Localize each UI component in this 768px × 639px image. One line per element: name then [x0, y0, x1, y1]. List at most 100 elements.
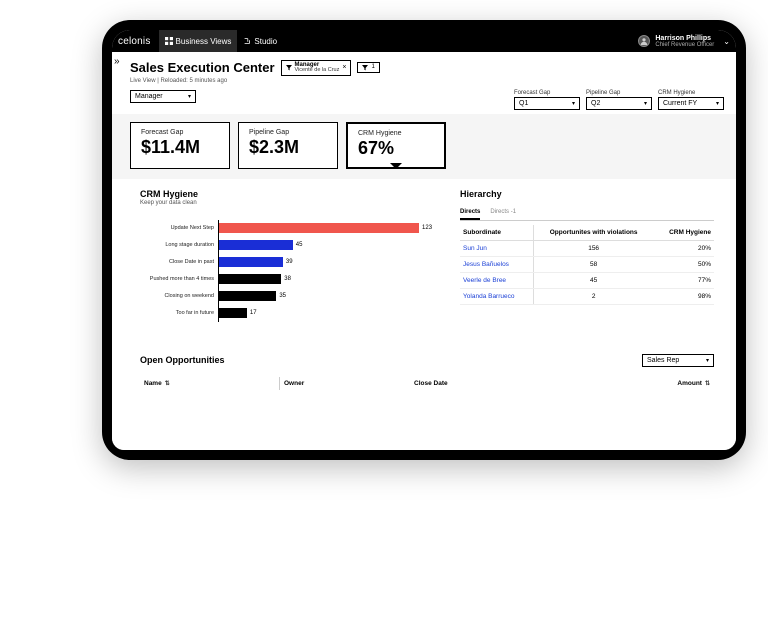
bar-fill[interactable] [219, 240, 293, 250]
forecast-select[interactable]: Q1 ▾ [514, 97, 580, 110]
kpi-value: 67% [358, 138, 434, 159]
select-value: Manager [135, 93, 163, 100]
col-opportunities[interactable]: Opportunites with violations [534, 225, 654, 241]
expand-sidebar-icon[interactable]: » [114, 56, 120, 67]
device-frame: celonis Business Views Studio Harrison P… [102, 20, 746, 460]
bar-fill[interactable] [219, 308, 247, 318]
cell-opportunities: 156 [534, 240, 654, 256]
selector-pipeline: Pipeline Gap Q2 ▾ [586, 90, 652, 110]
subordinate-link[interactable]: Veerle de Bree [460, 272, 534, 288]
bar-value: 45 [296, 242, 303, 248]
bar-value: 17 [250, 310, 257, 316]
col-label: Amount [677, 380, 702, 387]
select-value: Q1 [519, 100, 528, 107]
select-label: Forecast Gap [514, 90, 580, 96]
cell-opportunities: 45 [534, 272, 654, 288]
bar-fill[interactable] [219, 223, 419, 233]
bar-fill[interactable] [219, 274, 281, 284]
chevron-down-icon: ▾ [188, 93, 191, 100]
bar-value: 39 [286, 259, 293, 265]
col-subordinate[interactable]: Subordinate [460, 225, 534, 241]
select-value: Current FY [663, 100, 697, 107]
crm-hygiene-panel: CRM Hygiene Keep your data clean Update … [130, 179, 442, 336]
bar-label: Close Date in past [140, 259, 218, 265]
bar-label: Closing on weekend [140, 293, 218, 299]
grid-icon [165, 37, 173, 45]
bar-track: 17 [218, 305, 432, 322]
bar-row: Close Date in past 39 [140, 254, 432, 271]
selector-manager: Manager ▾ [130, 90, 196, 110]
kpi-value: $2.3M [249, 137, 327, 158]
panel-subtitle: Keep your data clean [140, 200, 432, 206]
brand-logo: celonis [118, 36, 151, 47]
app-screen: celonis Business Views Studio Harrison P… [112, 30, 736, 450]
filter-chip-manager[interactable]: Manager Vicente de la Cruz × [281, 60, 352, 76]
bar-track: 35 [218, 288, 432, 305]
bar-label: Long stage duration [140, 242, 218, 248]
cell-hygiene: 98% [653, 288, 714, 304]
bar-row: Pushed more than 4 times38 [140, 271, 432, 288]
bar-row: Long stage duration 45 [140, 237, 432, 254]
col-owner[interactable]: Owner [280, 377, 410, 390]
sort-icon: ⇅ [165, 380, 170, 387]
kpi-value: $11.4M [141, 137, 219, 158]
hierarchy-panel: Hierarchy Directs Directs -1 Subordinate … [450, 179, 724, 336]
bar-value: 123 [422, 225, 432, 231]
page-header: Sales Execution Center Manager Vicente d… [112, 52, 736, 114]
header-subtitle: Live View | Reloaded: 5 minutes ago [130, 78, 724, 84]
bar-fill[interactable] [219, 257, 283, 267]
bar-track: 123 [218, 220, 432, 237]
bar-row: Update Next Step123 [140, 220, 432, 237]
kpi-label: Forecast Gap [141, 129, 219, 136]
cell-hygiene: 50% [653, 256, 714, 272]
col-amount[interactable]: Amount ⇅ [654, 377, 714, 390]
kpi-card[interactable]: Forecast Gap$11.4M [130, 122, 230, 169]
user-menu[interactable]: Harrison Phillips Chief Revenue Officer … [638, 35, 730, 48]
manager-select[interactable]: Manager ▾ [130, 90, 196, 103]
cell-opportunities: 58 [534, 256, 654, 272]
panel-title: Hierarchy [460, 189, 714, 199]
kpi-card[interactable]: Pipeline Gap$2.3M [238, 122, 338, 169]
kpi-card[interactable]: CRM Hygiene67% [346, 122, 446, 169]
subordinate-link[interactable]: Sun Jun [460, 240, 534, 256]
nav-studio[interactable]: Studio [237, 30, 283, 52]
hierarchy-table: Subordinate Opportunites with violations… [460, 225, 714, 305]
user-role: Chief Revenue Officer [655, 42, 714, 48]
select-label: CRM Hygiene [658, 90, 724, 96]
col-close-date[interactable]: Close Date [410, 377, 654, 390]
bar-track: 45 [218, 237, 432, 254]
cell-hygiene: 20% [653, 240, 714, 256]
kpi-label: Pipeline Gap [249, 129, 327, 136]
panel-title: CRM Hygiene [140, 189, 432, 199]
panel-title: Open Opportunities [140, 355, 225, 365]
user-name: Harrison Phillips [655, 35, 714, 42]
col-crm-hygiene[interactable]: CRM Hygiene [653, 225, 714, 241]
salesrep-select[interactable]: Sales Rep ▾ [642, 354, 714, 367]
filter-count-chip[interactable]: 1 [357, 62, 379, 73]
subordinate-link[interactable]: Jesus Bañuelos [460, 256, 534, 272]
bar-track: 38 [218, 271, 432, 288]
bar-fill[interactable] [219, 291, 276, 301]
tab-directs[interactable]: Directs [460, 207, 480, 220]
chevron-down-icon: ▾ [706, 357, 709, 364]
select-value: Sales Rep [647, 357, 679, 364]
sort-icon: ⇅ [705, 380, 710, 387]
filter-icon [286, 65, 292, 71]
close-icon[interactable]: × [342, 64, 346, 72]
col-name[interactable]: Name ⇅ [140, 377, 280, 390]
cell-opportunities: 2 [534, 288, 654, 304]
pipeline-select[interactable]: Q2 ▾ [586, 97, 652, 110]
nav-label: Studio [254, 37, 277, 46]
crm-select[interactable]: Current FY ▾ [658, 97, 724, 110]
chevron-down-icon: ▾ [644, 100, 647, 107]
nav-business-views[interactable]: Business Views [159, 30, 238, 52]
tab-directs--1[interactable]: Directs -1 [490, 207, 516, 220]
hierarchy-tabs: Directs Directs -1 [460, 207, 714, 221]
selector-crm: CRM Hygiene Current FY ▾ [658, 90, 724, 110]
select-value: Q2 [591, 100, 600, 107]
opportunities-columns: Name ⇅ Owner Close Date Amount ⇅ [140, 377, 714, 391]
panels-row: CRM Hygiene Keep your data clean Update … [112, 179, 736, 346]
table-row: Veerle de Bree4577% [460, 272, 714, 288]
selector-forecast: Forecast Gap Q1 ▾ [514, 90, 580, 110]
subordinate-link[interactable]: Yolanda Barrueco [460, 288, 534, 304]
